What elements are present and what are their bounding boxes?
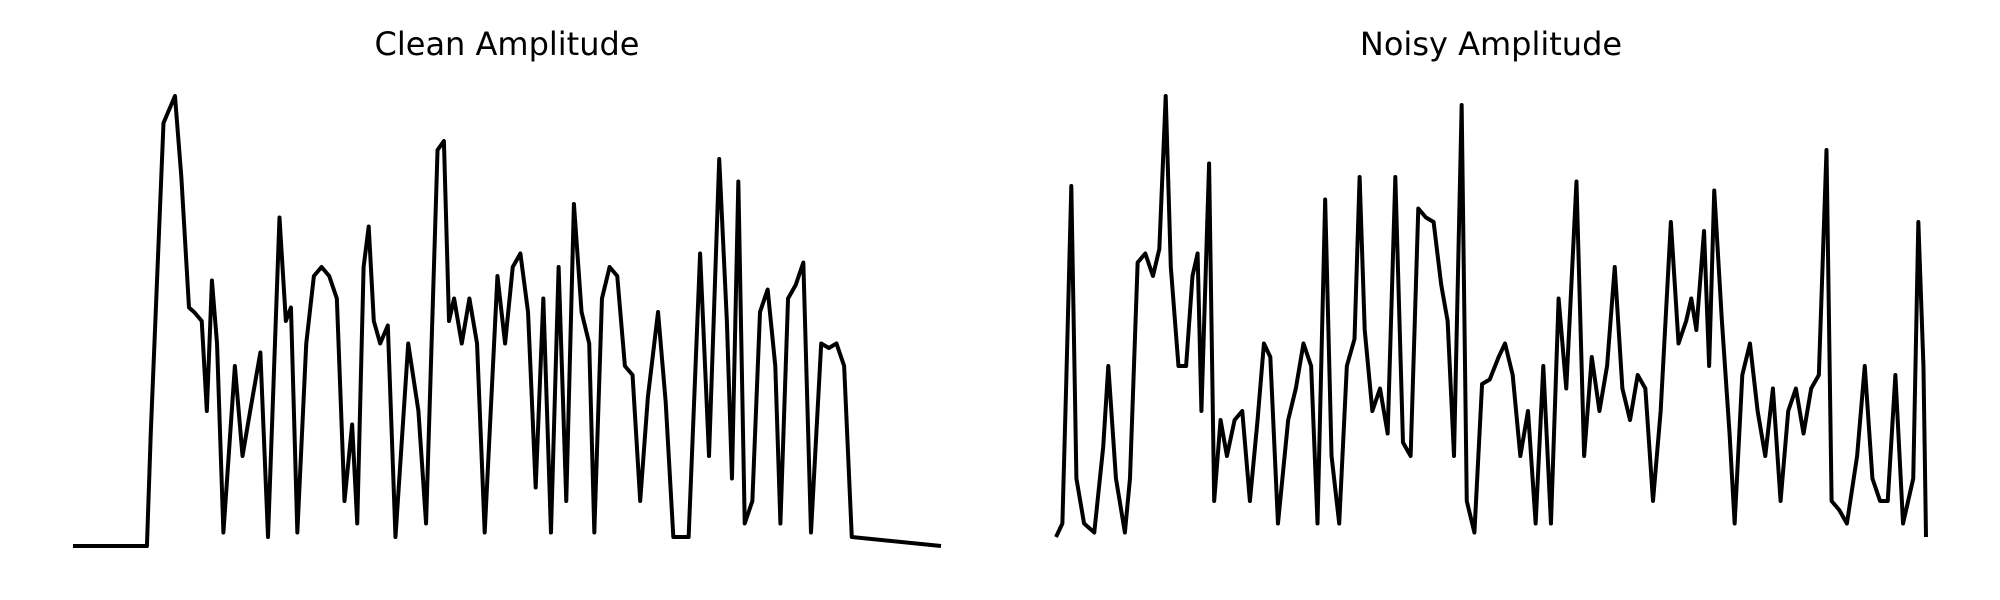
amplitude-line: [73, 94, 942, 548]
chart-title: Clean Amplitude: [375, 25, 640, 63]
amplitude-line: [1054, 94, 1928, 538]
chart-title: Noisy Amplitude: [1360, 25, 1622, 63]
